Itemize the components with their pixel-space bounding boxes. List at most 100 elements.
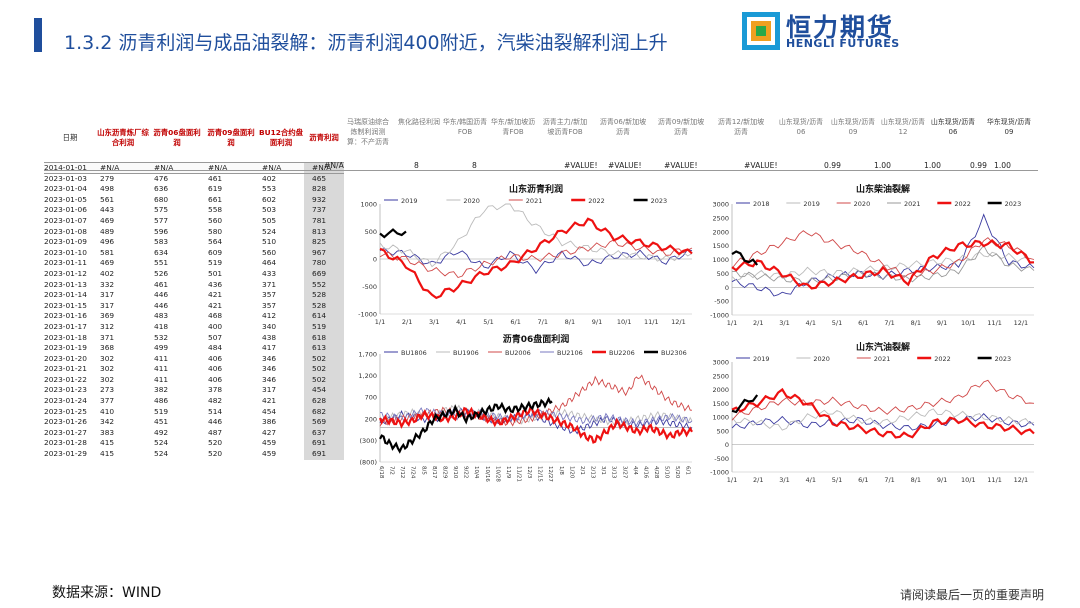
table-row: 2023-01-12 402 526 501 433 669 xyxy=(44,268,344,280)
table-cell: 446 xyxy=(154,300,169,310)
table-cell: 446 xyxy=(154,290,169,300)
y-tick-label: 700 xyxy=(365,394,377,402)
table-cell: 503 xyxy=(262,205,277,215)
table-cell: 411 xyxy=(154,374,169,384)
y-tick-label: 0 xyxy=(725,284,729,292)
table-cell: 528 xyxy=(304,290,344,301)
table-cell: 524 xyxy=(154,449,169,459)
table-cell: 406 xyxy=(208,364,223,374)
legend-label: BU2206 xyxy=(609,349,635,357)
table-cell: 628 xyxy=(304,396,344,407)
table-cell: 575 xyxy=(154,205,169,215)
table-cell: 520 xyxy=(208,449,223,459)
table-row: 2023-01-10 581 634 609 560 967 xyxy=(44,247,344,259)
table-cell: 421 xyxy=(262,396,277,406)
logo-en-text: HENGLI FUTURES xyxy=(786,37,900,50)
table-row: 2023-01-15 317 446 421 357 528 xyxy=(44,300,344,312)
legend-label: 2021 xyxy=(904,200,921,208)
table-cell: 691 xyxy=(304,438,344,450)
table-cell: 411 xyxy=(154,364,169,374)
col-header-date: 日期 xyxy=(62,133,78,142)
table-cell: 443 xyxy=(100,205,115,215)
x-tick-label: 6/18 xyxy=(378,466,384,479)
col-header-bu12: BU12合约盘面利润 xyxy=(258,128,304,147)
x-tick-label: 5/1 xyxy=(483,318,493,326)
x-tick-label: 11/1 xyxy=(987,319,1002,327)
x-tick-label: 5/1 xyxy=(832,319,842,327)
table-row: 2023-01-06 443 575 558 503 737 xyxy=(44,205,344,216)
table-row: 2023-01-27 383 492 487 427 637 xyxy=(44,427,344,439)
table-cell: 526 xyxy=(154,268,169,278)
table-cell: 459 xyxy=(262,438,277,448)
x-tick-label: 10/1 xyxy=(961,319,976,327)
extra-cell: #N/A xyxy=(324,161,344,170)
y-tick-label: (800) xyxy=(360,459,377,467)
table-cell: 682 xyxy=(304,406,344,418)
table-cell: 780 xyxy=(304,258,344,269)
y-tick-label: -500 xyxy=(362,283,377,291)
table-cell: 433 xyxy=(262,268,277,278)
table-cell: 476 xyxy=(154,173,169,183)
table-cell: 634 xyxy=(154,247,169,257)
legend-label: 2021 xyxy=(526,197,543,205)
table-row: 2023-01-04 498 636 619 553 828 xyxy=(44,184,344,195)
extra-col-header: 山东现货/沥青06 xyxy=(778,118,824,136)
x-tick-label: 2/1 xyxy=(753,476,763,484)
x-tick-label: 7/1 xyxy=(884,476,894,484)
table-cell: 602 xyxy=(262,194,277,204)
table-cell: 454 xyxy=(304,385,344,397)
legend-label: BU2006 xyxy=(505,349,531,357)
x-tick-label: 2/13 xyxy=(590,466,596,479)
extra-cell: #VALUE! xyxy=(664,161,698,170)
series-line-2018 xyxy=(731,213,1035,297)
x-tick-label: 6/1 xyxy=(685,466,691,475)
legend-label: 2023 xyxy=(995,355,1012,363)
extra-table-first-row: #N/A 8 8 #VALUE! #VALUE! #VALUE! #VALUE! 0.99 1.… xyxy=(44,160,1038,171)
y-tick-label: 2000 xyxy=(712,386,729,394)
table-cell: 2023-01-27 xyxy=(44,427,87,437)
table-cell: #N/A xyxy=(100,163,120,172)
table-cell: 2023-01-23 xyxy=(44,385,87,395)
series-line-BU2306 xyxy=(379,396,553,454)
table-cell: 2023-01-04 xyxy=(44,184,87,194)
table-cell: 461 xyxy=(208,173,223,183)
x-tick-label: 3/1 xyxy=(779,319,789,327)
x-tick-label: 2/1 xyxy=(753,319,763,327)
table-cell: 2023-01-15 xyxy=(44,300,87,310)
table-header: 日期 山东沥青炼厂综合利润 沥青06盘面利润 沥青09盘面利润 BU12合约盘面… xyxy=(44,113,344,163)
col-header-sd-profit: 山东沥青炼厂综合利润 xyxy=(97,128,149,147)
table-cell: 369 xyxy=(100,311,115,321)
x-tick-label: 7/1 xyxy=(538,318,548,326)
table-cell: 619 xyxy=(208,184,223,194)
table-cell: 332 xyxy=(100,279,115,289)
y-tick-label: 0 xyxy=(725,441,729,449)
table-cell: 636 xyxy=(154,184,169,194)
table-cell: 436 xyxy=(208,279,223,289)
x-tick-label: 9/1 xyxy=(937,319,947,327)
legend-label: 2022 xyxy=(934,355,951,363)
table-cell: 482 xyxy=(208,396,223,406)
table-cell: 417 xyxy=(262,343,277,353)
table-cell: 691 xyxy=(304,449,344,460)
x-tick-label: 9/22 xyxy=(463,466,469,478)
extra-cell: 1.00 xyxy=(874,161,891,170)
table-cell: 609 xyxy=(208,247,223,257)
table-cell: 569 xyxy=(304,417,344,428)
extra-col-header: 沥青12/新加坡沥青 xyxy=(717,118,765,136)
series-line-2023 xyxy=(379,228,407,239)
table-row: 2023-01-11 469 551 519 464 780 xyxy=(44,258,344,269)
disclaimer: 请阅读最后一页的重要声明 xyxy=(899,588,1044,602)
table-cell: 2014-01-01 xyxy=(44,163,87,172)
table-cell: 2023-01-20 xyxy=(44,353,87,363)
col-header-profit: 沥青利润 xyxy=(309,133,339,142)
title-accent-bar xyxy=(34,18,42,52)
extra-col-header: 华东现货/沥青09 xyxy=(986,118,1032,136)
table-cell: 561 xyxy=(100,194,115,204)
table-cell: 438 xyxy=(262,332,277,342)
table-cell: 411 xyxy=(154,353,169,363)
x-tick-label: 5/20 xyxy=(674,466,680,479)
table-cell: 2023-01-11 xyxy=(44,258,87,268)
x-tick-label: 4/1 xyxy=(806,319,816,327)
table-cell: 558 xyxy=(208,205,223,215)
table-cell: 618 xyxy=(304,332,344,344)
